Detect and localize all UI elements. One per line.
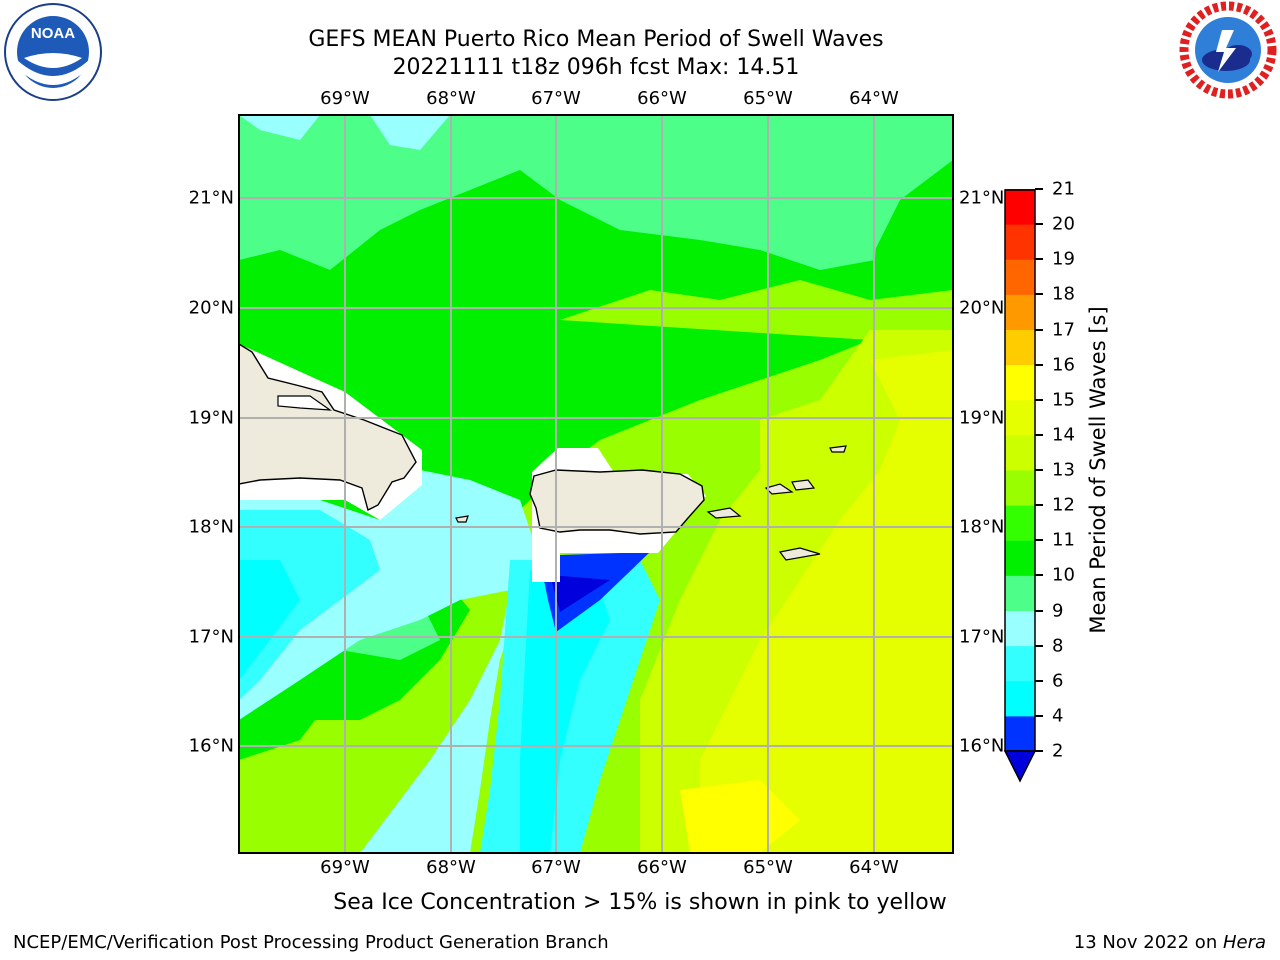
lon-label-bottom: 65°W (743, 857, 793, 878)
colorbar-swatch (1005, 329, 1035, 366)
noaa-logo-text: NOAA (31, 25, 75, 42)
lat-label-left: 18°N (188, 516, 234, 538)
colorbar-tick (1035, 644, 1043, 647)
lon-label-top: 68°W (426, 88, 476, 109)
colorbar-tick (1035, 574, 1043, 577)
lat-label-left: 17°N (188, 626, 234, 648)
colorbar-swatch (1005, 294, 1035, 330)
colorbar-tick-label: 6 (1052, 670, 1064, 692)
colorbar-tick (1035, 679, 1043, 682)
footer-host: Hera (1222, 932, 1266, 953)
colorbar-swatch (1005, 610, 1035, 647)
lon-label-bottom: 69°W (320, 857, 370, 878)
lon-label-bottom: 66°W (637, 857, 687, 878)
colorbar-under-triangle (1003, 750, 1037, 783)
colorbar-tick (1035, 223, 1043, 226)
colorbar-tick-label: 9 (1052, 600, 1064, 621)
lon-label-bottom: 68°W (426, 857, 476, 878)
colorbar-tick (1035, 609, 1043, 612)
colorbar-tick-label: 17 (1052, 319, 1075, 340)
map-title: GEFS MEAN Puerto Rico Mean Period of Swe… (308, 27, 884, 52)
colorbar-tick-label: 14 (1052, 424, 1075, 446)
lat-label-left: 16°N (188, 735, 234, 757)
footer-date-text: 13 Nov 2022 on (1073, 932, 1223, 953)
colorbar-tick-label: 10 (1052, 564, 1075, 586)
colorbar-tick-label: 19 (1052, 248, 1075, 270)
colorbar-tick-label: 12 (1052, 494, 1075, 516)
colorbar-tick (1035, 539, 1043, 542)
colorbar-swatch (1005, 575, 1035, 611)
colorbar-swatch (1005, 680, 1035, 717)
footer-credit: NCEP/EMC/Verification Post Processing Pr… (13, 932, 609, 953)
colorbar-tick-label: 8 (1052, 635, 1064, 657)
lon-label-bottom: 64°W (849, 857, 899, 878)
colorbar-tick-label: 4 (1052, 705, 1064, 727)
colorbar-swatch (1005, 540, 1035, 576)
colorbar-tick (1035, 188, 1043, 190)
lat-label-left: 20°N (188, 297, 234, 319)
colorbar-tick-label: 2 (1052, 740, 1064, 762)
colorbar-tick (1035, 504, 1043, 507)
colorbar-tick (1035, 328, 1043, 331)
colorbar-tick-label: 13 (1052, 459, 1075, 481)
nws-logo (1178, 0, 1278, 100)
colorbar-swatch (1005, 399, 1035, 436)
lat-label-right: 20°N (959, 297, 1005, 319)
colorbar-tick-label: 18 (1052, 283, 1075, 305)
colorbar-swatch (1005, 364, 1035, 401)
graticule (239, 115, 953, 853)
lon-label-top: 69°W (320, 88, 370, 109)
lat-label-right: 18°N (959, 516, 1005, 538)
colorbar-tick-label: 21 (1052, 178, 1075, 200)
lat-label-right: 19°N (959, 407, 1005, 429)
forecast-info: 20221111 t18z 096h fcst Max: 14.51 (392, 55, 800, 80)
colorbar-tick (1035, 433, 1043, 436)
sea-ice-note: Sea Ice Concentration > 15% is shown in … (333, 890, 947, 915)
colorbar-tick (1035, 714, 1043, 717)
lon-label-top: 67°W (531, 88, 581, 109)
colorbar-swatch (1005, 224, 1035, 260)
colorbar-tick (1035, 398, 1043, 401)
lon-label-bottom: 67°W (531, 857, 581, 878)
lon-label-top: 66°W (637, 88, 687, 109)
colorbar-title: Mean Period of Swell Waves [s] (1086, 306, 1110, 634)
colorbar-swatch (1005, 470, 1035, 506)
colorbar-tick (1035, 293, 1043, 296)
colorbar-tick-label: 20 (1052, 213, 1075, 235)
noaa-logo: NOAA (2, 2, 104, 102)
colorbar-swatch (1005, 715, 1035, 752)
lat-label-right: 16°N (959, 735, 1005, 757)
colorbar-tick (1035, 750, 1043, 752)
colorbar-tick (1035, 469, 1043, 471)
map-frame (238, 114, 954, 854)
colorbar-tick-label: 11 (1052, 529, 1075, 551)
colorbar-tick (1035, 258, 1043, 261)
colorbar-swatch (1005, 434, 1035, 471)
colorbar-swatches (1003, 189, 1037, 783)
lon-label-top: 65°W (743, 88, 793, 109)
lat-label-left: 19°N (188, 407, 234, 429)
swell-period-field (239, 115, 953, 853)
colorbar-swatch (1005, 645, 1035, 682)
colorbar-swatch (1005, 259, 1035, 295)
lat-label-right: 21°N (959, 187, 1005, 209)
colorbar (1003, 189, 1037, 789)
colorbar-swatch (1005, 189, 1035, 225)
lon-label-top: 64°W (849, 88, 899, 109)
colorbar-tick (1035, 363, 1043, 366)
lat-label-left: 21°N (188, 187, 234, 209)
lat-label-right: 17°N (959, 626, 1005, 648)
colorbar-tick-label: 16 (1052, 354, 1075, 376)
colorbar-tick-label: 15 (1052, 389, 1075, 411)
colorbar-swatch (1005, 505, 1035, 541)
footer-date: 13 Nov 2022 on Hera (1074, 932, 1266, 953)
